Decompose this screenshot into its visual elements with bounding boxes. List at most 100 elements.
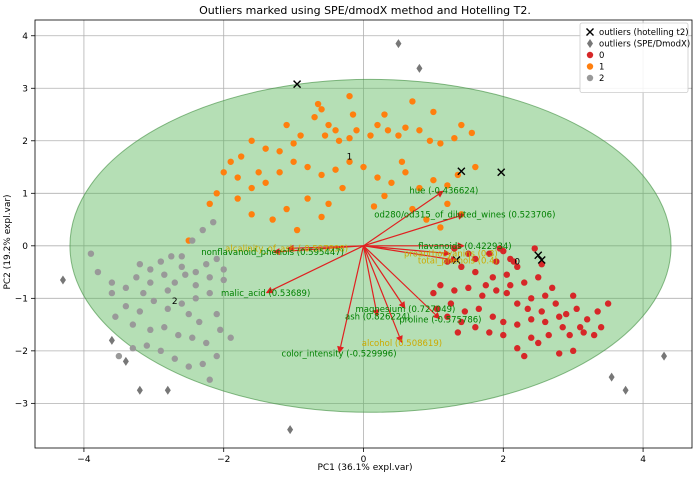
legend-label: 2 (599, 74, 604, 84)
cluster-0-point (479, 292, 486, 299)
loading-arrow (363, 213, 465, 247)
cluster-2-point (192, 295, 199, 302)
spe-outlier-point (622, 385, 629, 395)
arrow-shaft (340, 245, 365, 347)
cluster-2-point (94, 268, 102, 276)
loading-arrow (363, 242, 465, 250)
cluster-1-point (437, 224, 444, 231)
cluster-0-point (569, 347, 577, 355)
cluster-0-point (447, 300, 455, 307)
cluster-1-point (360, 163, 367, 171)
cluster-0-point (430, 289, 437, 297)
cluster-2-point (203, 260, 210, 268)
cluster-2-point (157, 347, 165, 355)
cluster-2-point (182, 271, 189, 278)
legend-circle-marker (586, 51, 594, 59)
cluster-0-point (604, 300, 612, 307)
loading-arrow (272, 245, 364, 256)
arrow-head (457, 242, 465, 250)
loading-arrow (362, 245, 380, 317)
cluster-2-point (178, 263, 185, 271)
cluster-1-point (248, 184, 255, 192)
cluster-2-point (199, 360, 206, 368)
x-tick-label: 4 (640, 455, 646, 465)
cluster-2-point (178, 253, 185, 260)
arrow-head (432, 311, 441, 320)
cluster-2-point (140, 289, 147, 297)
cluster-1-point (374, 121, 381, 129)
loading-label: proanthocyanins (0.3) (404, 250, 498, 260)
cluster-0-point (444, 258, 451, 265)
cluster-1-point (346, 158, 353, 165)
cluster-1-point (402, 124, 409, 131)
cluster-1-point (437, 140, 444, 147)
cluster-2-point (129, 321, 137, 328)
cluster-0-point (538, 260, 545, 268)
cluster-0-point (514, 321, 521, 328)
cluster-1-point (430, 176, 437, 184)
loading-label: color_intensity (-0.529996) (282, 349, 397, 359)
x-axis-ticks: −4 −2 0 2 4 (77, 448, 646, 465)
cluster-2-point (206, 376, 213, 383)
cluster-0-point (500, 331, 507, 339)
arrow-shaft (363, 194, 439, 247)
hotelling-outlier-point (534, 251, 543, 260)
cluster-0-point (594, 308, 601, 315)
cluster-2-point (157, 258, 165, 265)
cluster-label: 0 (514, 258, 520, 268)
arrow-shaft (363, 245, 436, 315)
cluster-1-point (353, 127, 360, 134)
cluster-1-point (325, 200, 332, 208)
cluster-2-point (189, 334, 196, 341)
cluster-1-point (370, 203, 378, 210)
cluster-0-point (451, 245, 458, 252)
arrow-shaft (362, 245, 377, 310)
cluster-2-point (161, 324, 168, 331)
cluster-0-point (514, 300, 521, 307)
cluster-2-point (213, 255, 220, 263)
arrow-shaft (363, 245, 452, 261)
cluster-0-point (507, 282, 514, 289)
cluster-2-point (227, 334, 234, 341)
cluster-2-point (150, 297, 158, 305)
cluster-1-point (269, 216, 276, 223)
cluster-0-point (545, 331, 552, 339)
cluster-1-point (234, 195, 241, 202)
cluster-0-point (465, 250, 472, 257)
cluster-2-point (217, 326, 224, 334)
cluster-1-point (318, 106, 325, 113)
cluster-0-point (573, 305, 580, 313)
cluster-2-point (122, 303, 130, 310)
y-tick-label: 1 (22, 189, 28, 199)
loading-label: alcohol (0.508619) (362, 339, 442, 349)
loading-arrow (265, 245, 364, 294)
cluster-2-point (108, 289, 116, 297)
loading-label: od280/od315_of_diluted_wines (0.523706) (374, 210, 555, 220)
cluster-0-point (562, 310, 570, 318)
legend-circle-marker (586, 63, 594, 70)
cluster-2-point (196, 318, 203, 326)
cluster-0-point (597, 324, 605, 331)
loading-label: magnesium (0.727049) (356, 305, 456, 315)
cluster-0-point (542, 318, 549, 326)
cluster-1-point (367, 132, 374, 139)
cluster-0-point (531, 245, 538, 252)
arrow-head (272, 248, 280, 256)
cluster-1-point (395, 132, 402, 139)
spe-outlier-point (608, 372, 615, 382)
hotelling-outlier-point (457, 167, 466, 176)
cluster-1-point (314, 100, 322, 108)
legend-entry: outliers (hotelling t2) (586, 28, 689, 38)
loading-label: nonflavanoid_phenols (0.595447) (201, 248, 344, 258)
cluster-0-point (493, 258, 500, 265)
cluster-0-point (486, 329, 493, 336)
cluster-1-point (451, 134, 458, 142)
spe-outlier-point (108, 335, 115, 345)
cluster-0-point (454, 329, 462, 336)
x-tick-label: 0 (361, 455, 367, 465)
cluster-0-point (576, 324, 584, 331)
cluster-0-point (535, 274, 542, 281)
cluster-2-point (161, 271, 168, 278)
cluster-2-point (206, 274, 213, 281)
cluster-0-point (500, 318, 507, 326)
